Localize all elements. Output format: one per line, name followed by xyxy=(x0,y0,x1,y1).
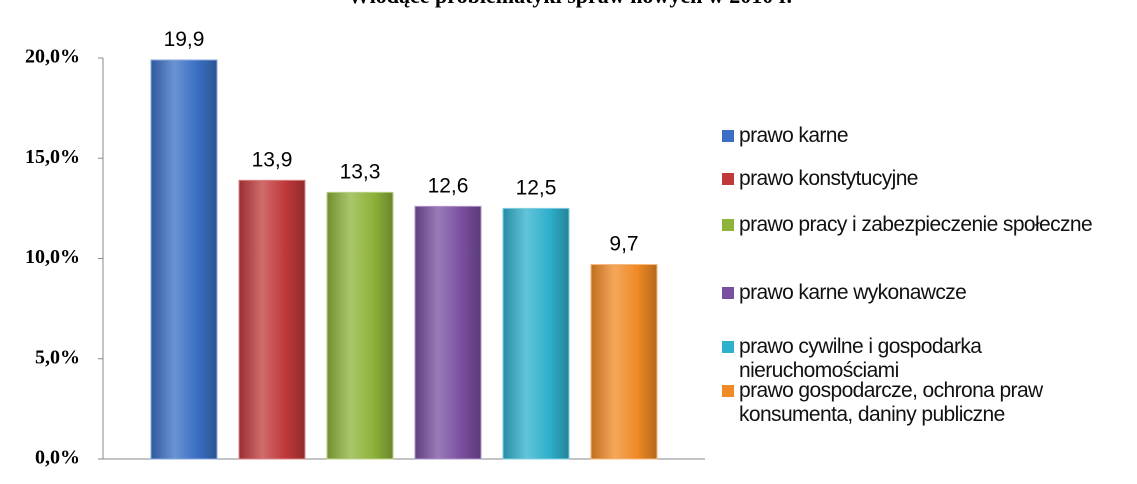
data-label: 19,9 xyxy=(164,28,205,51)
y-tick-label: 10,0% xyxy=(25,246,80,268)
legend-swatch xyxy=(722,287,734,299)
legend-swatch xyxy=(722,385,734,397)
legend-item: prawo cywilne i gospodarka nieruchomości… xyxy=(722,335,1132,383)
y-tick-label: 15,0% xyxy=(25,146,80,168)
legend-label: prawo gospodarcze, ochrona praw konsumen… xyxy=(739,379,1043,426)
legend-swatch xyxy=(722,341,734,353)
y-tick-label: 5,0% xyxy=(35,346,80,368)
legend-item: prawo konstytucyjne xyxy=(722,167,1132,191)
bar xyxy=(326,191,394,460)
legend-item: prawo pracy i zabezpieczenie społeczne xyxy=(722,213,1132,237)
data-label: 9,7 xyxy=(609,233,638,256)
bar xyxy=(502,207,570,460)
bar xyxy=(238,179,306,460)
data-label: 13,9 xyxy=(252,148,293,171)
bar xyxy=(590,264,658,460)
legend-swatch xyxy=(722,219,734,231)
data-label: 12,5 xyxy=(516,176,557,199)
data-label: 12,6 xyxy=(428,174,469,197)
y-tick-label: 20,0% xyxy=(25,46,80,68)
legend-label: prawo karne wykonawcze xyxy=(739,281,967,304)
legend-label: prawo konstytucyjne xyxy=(739,167,918,190)
bar xyxy=(414,205,482,460)
bar xyxy=(150,59,218,460)
legend-item: prawo gospodarcze, ochrona praw konsumen… xyxy=(722,379,1132,427)
chart-title: Wiodące problematyki spraw nowych w 2010… xyxy=(348,0,792,8)
legend-item: prawo karne wykonawcze xyxy=(722,281,1132,305)
legend-label: prawo karne xyxy=(739,124,849,147)
data-label: 13,3 xyxy=(340,160,381,183)
legend-label: prawo cywilne i gospodarka nieruchomości… xyxy=(739,335,982,382)
y-tick-label: 0,0% xyxy=(35,447,80,469)
legend-swatch xyxy=(722,173,734,185)
legend-label: prawo pracy i zabezpieczenie społeczne xyxy=(739,213,1093,236)
legend-item: prawo karne xyxy=(722,124,1132,148)
legend-swatch xyxy=(722,130,734,142)
